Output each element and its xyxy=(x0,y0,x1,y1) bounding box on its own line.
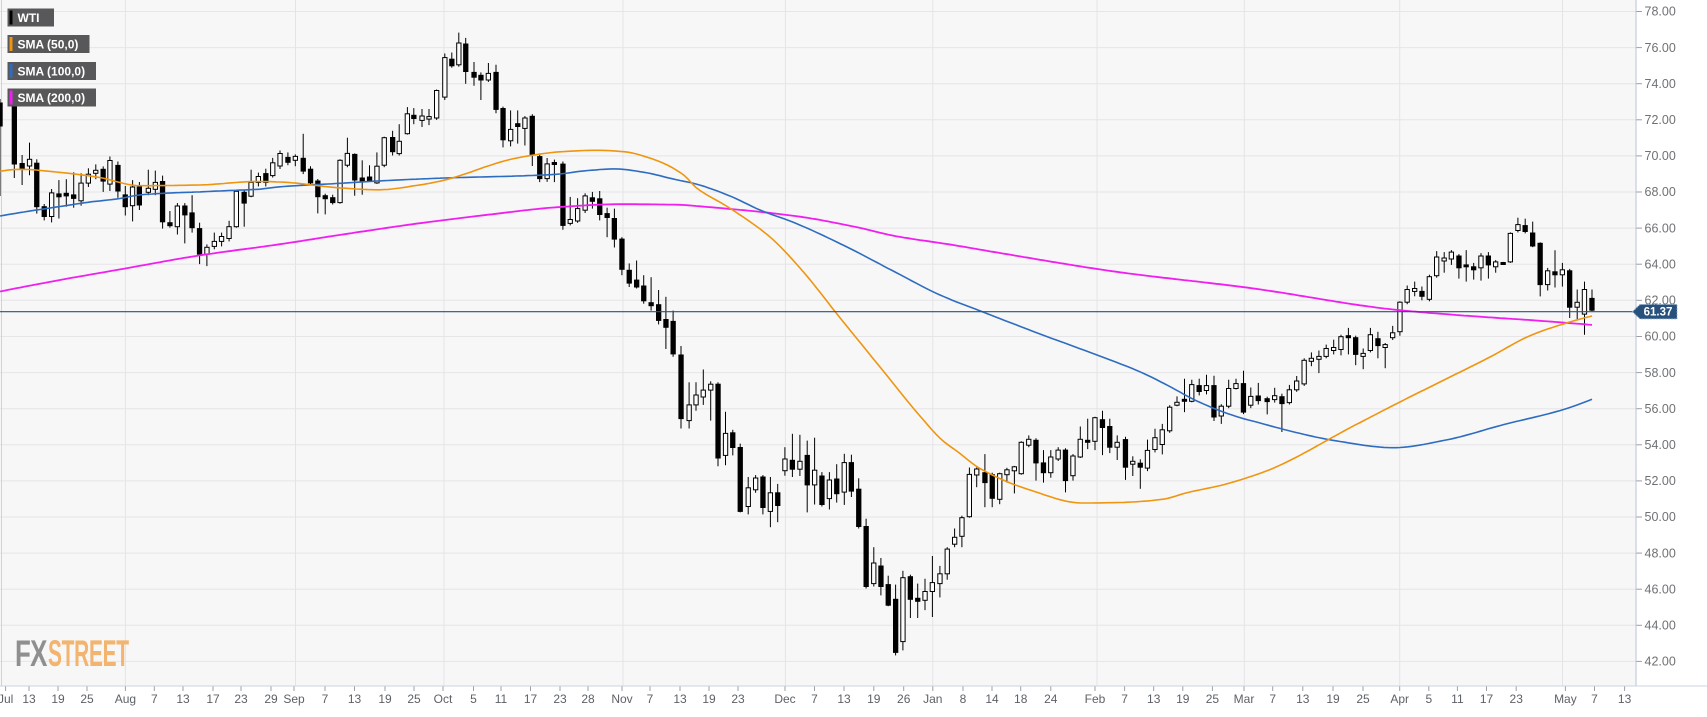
svg-text:13: 13 xyxy=(176,692,190,706)
svg-text:SMA (200,0): SMA (200,0) xyxy=(18,91,86,105)
svg-text:17: 17 xyxy=(1480,692,1494,706)
svg-text:19: 19 xyxy=(378,692,392,706)
svg-text:48.00: 48.00 xyxy=(1645,546,1676,560)
svg-text:7: 7 xyxy=(1591,692,1598,706)
svg-text:Feb: Feb xyxy=(1085,692,1106,706)
svg-text:52.00: 52.00 xyxy=(1645,474,1676,488)
svg-text:25: 25 xyxy=(1206,692,1220,706)
svg-text:May: May xyxy=(1554,692,1577,706)
svg-text:11: 11 xyxy=(495,692,508,706)
svg-text:44.00: 44.00 xyxy=(1645,619,1676,633)
svg-text:7: 7 xyxy=(1121,692,1128,706)
svg-text:13: 13 xyxy=(1296,692,1310,706)
svg-text:17: 17 xyxy=(524,692,538,706)
svg-text:68.00: 68.00 xyxy=(1645,185,1676,199)
svg-text:17: 17 xyxy=(206,692,220,706)
svg-text:7: 7 xyxy=(322,692,329,706)
svg-text:Mar: Mar xyxy=(1234,692,1255,706)
svg-text:54.00: 54.00 xyxy=(1645,438,1676,452)
svg-text:70.00: 70.00 xyxy=(1645,149,1676,163)
svg-text:13: 13 xyxy=(1618,692,1632,706)
svg-text:19: 19 xyxy=(1326,692,1340,706)
svg-text:78.00: 78.00 xyxy=(1645,5,1676,19)
svg-text:7: 7 xyxy=(647,692,654,706)
svg-text:FX: FX xyxy=(15,632,48,674)
svg-text:56.00: 56.00 xyxy=(1645,402,1676,416)
svg-text:13: 13 xyxy=(348,692,362,706)
svg-text:19: 19 xyxy=(702,692,716,706)
svg-text:Oct: Oct xyxy=(434,692,453,706)
svg-text:Apr: Apr xyxy=(1390,692,1409,706)
svg-text:74.00: 74.00 xyxy=(1645,77,1676,91)
svg-text:24: 24 xyxy=(1044,692,1058,706)
svg-text:42.00: 42.00 xyxy=(1645,655,1676,669)
svg-text:14: 14 xyxy=(985,692,999,706)
svg-text:50.00: 50.00 xyxy=(1645,510,1676,524)
svg-text:19: 19 xyxy=(51,692,65,706)
svg-text:7: 7 xyxy=(151,692,158,706)
svg-text:29: 29 xyxy=(264,692,278,706)
svg-text:7: 7 xyxy=(1269,692,1276,706)
svg-text:23: 23 xyxy=(731,692,745,706)
svg-text:64.00: 64.00 xyxy=(1645,257,1676,271)
svg-text:72.00: 72.00 xyxy=(1645,113,1676,127)
svg-text:19: 19 xyxy=(1176,692,1190,706)
svg-text:5: 5 xyxy=(1425,692,1432,706)
svg-text:Sep: Sep xyxy=(283,692,305,706)
svg-text:SMA (50,0): SMA (50,0) xyxy=(18,38,79,52)
svg-text:13: 13 xyxy=(673,692,687,706)
svg-text:7: 7 xyxy=(811,692,818,706)
svg-text:60.00: 60.00 xyxy=(1645,330,1676,344)
svg-text:WTI: WTI xyxy=(18,11,40,25)
svg-text:Jul: Jul xyxy=(0,692,13,706)
svg-text:58.00: 58.00 xyxy=(1645,366,1676,380)
svg-text:8: 8 xyxy=(960,692,967,706)
svg-text:13: 13 xyxy=(837,692,851,706)
svg-text:23: 23 xyxy=(234,692,248,706)
svg-text:STREET: STREET xyxy=(48,634,129,675)
svg-text:Dec: Dec xyxy=(774,692,795,706)
svg-text:SMA (100,0): SMA (100,0) xyxy=(18,65,86,79)
svg-text:13: 13 xyxy=(1147,692,1161,706)
svg-text:Nov: Nov xyxy=(611,692,632,706)
svg-text:25: 25 xyxy=(407,692,421,706)
svg-text:46.00: 46.00 xyxy=(1645,582,1676,596)
svg-text:25: 25 xyxy=(1356,692,1370,706)
svg-text:23: 23 xyxy=(1510,692,1524,706)
svg-text:23: 23 xyxy=(553,692,567,706)
svg-text:62.00: 62.00 xyxy=(1645,294,1676,308)
svg-text:66.00: 66.00 xyxy=(1645,221,1676,235)
svg-text:25: 25 xyxy=(80,692,94,706)
svg-text:28: 28 xyxy=(581,692,595,706)
svg-text:Jan: Jan xyxy=(923,692,942,706)
svg-text:61.37: 61.37 xyxy=(1644,307,1673,319)
svg-text:26: 26 xyxy=(897,692,911,706)
svg-text:76.00: 76.00 xyxy=(1645,41,1676,55)
svg-text:13: 13 xyxy=(22,692,36,706)
svg-text:18: 18 xyxy=(1014,692,1028,706)
svg-text:5: 5 xyxy=(470,692,477,706)
svg-text:19: 19 xyxy=(867,692,881,706)
svg-text:11: 11 xyxy=(1451,692,1464,706)
svg-text:Aug: Aug xyxy=(115,692,136,706)
